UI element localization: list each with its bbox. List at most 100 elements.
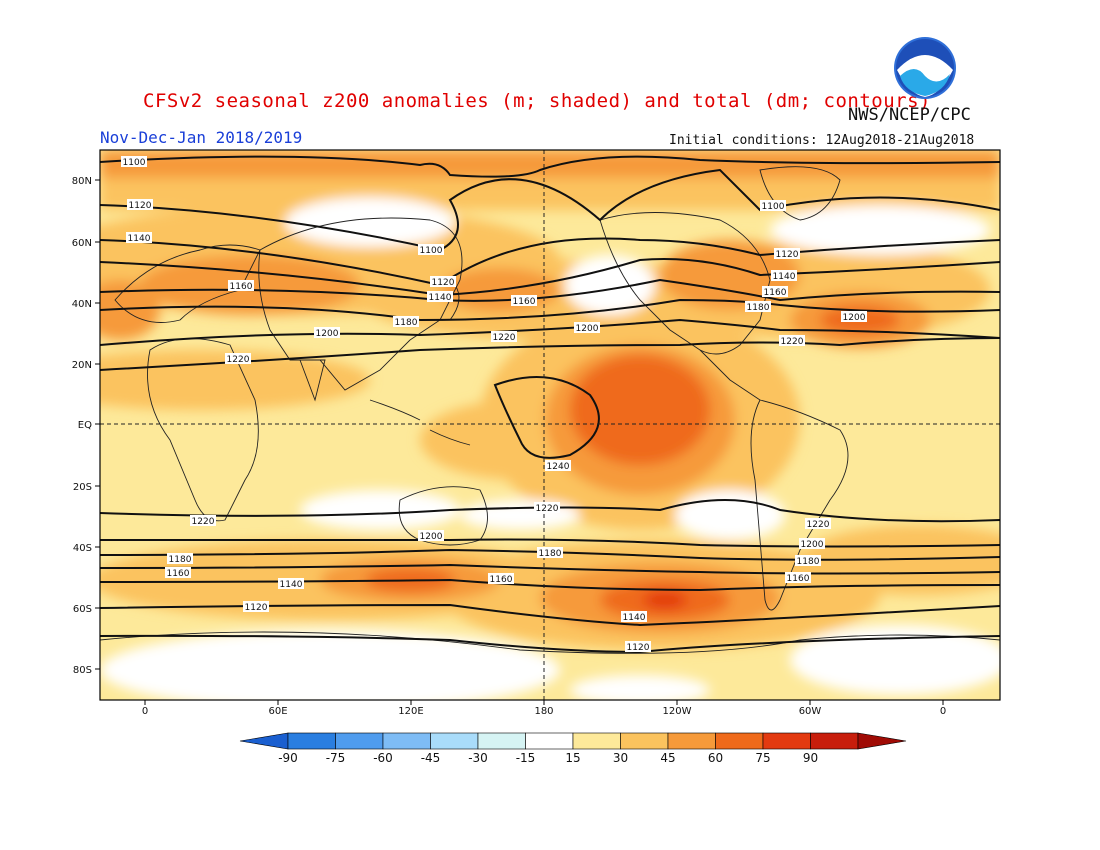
colorbar-label: -15: [516, 751, 536, 765]
contour-label: 1140: [126, 232, 152, 244]
svg-text:1200: 1200: [420, 532, 443, 542]
colorbar-bin: [572, 732, 621, 750]
colorbar-bin: [667, 732, 716, 750]
contour-label: 1200: [574, 322, 600, 334]
svg-text:1140: 1140: [128, 234, 151, 244]
contour-labels: 1100 1120 1140 1160 1200 1220 1100 1120 …: [121, 156, 867, 653]
initial-conditions: Initial conditions: 12Aug2018-21Aug2018: [669, 133, 975, 148]
svg-text:1120: 1120: [245, 603, 268, 613]
svg-text:1160: 1160: [167, 569, 190, 579]
colorbar-label: -90: [278, 751, 298, 765]
lat-label: EQ: [78, 420, 92, 431]
svg-text:1100: 1100: [123, 158, 146, 168]
svg-text:1200: 1200: [801, 540, 824, 550]
lat-label: 40S: [73, 543, 92, 554]
colorbar-label: 75: [755, 751, 770, 765]
svg-text:1120: 1120: [627, 643, 650, 653]
svg-text:1160: 1160: [230, 282, 253, 292]
colorbar-bin: [430, 732, 479, 750]
colorbar-bin: [287, 732, 336, 750]
lon-label: 0: [940, 706, 946, 717]
svg-text:1180: 1180: [539, 549, 562, 559]
svg-text:1200: 1200: [576, 324, 599, 334]
contour-label: 1160: [488, 573, 514, 585]
colorbar-label: 30: [613, 751, 628, 765]
contour-label: 1220: [491, 331, 517, 343]
svg-text:1100: 1100: [762, 202, 785, 212]
svg-text:1140: 1140: [773, 272, 796, 282]
map-title: CFSv2 seasonal z200 anomalies (m; shaded…: [143, 90, 931, 112]
contour-label: 1240: [545, 460, 571, 472]
svg-text:1220: 1220: [493, 333, 516, 343]
contour-label: 1140: [771, 270, 797, 282]
lon-label: 0: [142, 706, 148, 717]
logo-text: NOAA: [909, 58, 941, 69]
svg-text:1160: 1160: [764, 288, 787, 298]
colorbar-bin: [715, 732, 764, 750]
agency-label: NWS/NCEP/CPC: [848, 105, 971, 125]
colorbar-bin: [762, 732, 811, 750]
lat-label: 20N: [72, 360, 92, 371]
noaa-logo: NOAA: [894, 37, 956, 99]
colorbar-bin: [620, 732, 669, 750]
contour-label: 1220: [779, 335, 805, 347]
contour-label: 1200: [841, 311, 867, 323]
svg-text:1220: 1220: [781, 337, 804, 347]
lat-label: 80N: [72, 176, 92, 187]
contour-label: 1140: [278, 578, 304, 590]
svg-text:1120: 1120: [129, 201, 152, 211]
lat-axis: 80N 60N 40N 20N EQ 20S 40S 60S 80S: [72, 176, 100, 676]
contour-label: 1120: [243, 601, 269, 613]
colorbar-label: 45: [660, 751, 675, 765]
svg-text:1220: 1220: [227, 355, 250, 365]
contour-label: 1120: [127, 199, 153, 211]
lat-label: 20S: [73, 482, 92, 493]
svg-text:1200: 1200: [316, 329, 339, 339]
lon-label: 60W: [799, 706, 822, 717]
svg-text:1160: 1160: [490, 575, 513, 585]
lat-label: 60N: [72, 238, 92, 249]
contour-label: 1180: [537, 547, 563, 559]
colorbar-bin: [525, 732, 574, 750]
svg-text:1180: 1180: [395, 318, 418, 328]
svg-text:1200: 1200: [843, 313, 866, 323]
colorbar-label: 60: [708, 751, 723, 765]
svg-text:1160: 1160: [513, 297, 536, 307]
lon-label: 60E: [268, 706, 287, 717]
lat-label: 40N: [72, 299, 92, 310]
svg-text:1220: 1220: [807, 520, 830, 530]
svg-text:1240: 1240: [547, 462, 570, 472]
colorbar-label: -30: [468, 751, 488, 765]
svg-text:1120: 1120: [432, 278, 455, 288]
lon-label: 120E: [398, 706, 423, 717]
svg-text:1220: 1220: [192, 517, 215, 527]
colorbar-bin: [477, 732, 526, 750]
contour-label: 1180: [795, 555, 821, 567]
colorbar-label: -45: [421, 751, 441, 765]
svg-text:1180: 1180: [747, 303, 770, 313]
lat-label: 80S: [73, 665, 92, 676]
svg-text:1220: 1220: [536, 504, 559, 514]
contour-label: 1220: [534, 502, 560, 514]
contour-label: 1200: [799, 538, 825, 550]
contour-label: 1160: [762, 286, 788, 298]
colorbar-right-arrow: [857, 732, 907, 750]
svg-text:1120: 1120: [776, 250, 799, 260]
contour-label: 1200: [314, 327, 340, 339]
contour-label: 1120: [774, 248, 800, 260]
svg-text:1160: 1160: [787, 574, 810, 584]
contour-label: 1160: [511, 295, 537, 307]
lon-axis: 0 60E 120E 180 120W 60W 0: [142, 700, 946, 717]
contour-label: 1160: [228, 280, 254, 292]
coastlines: [100, 166, 1000, 654]
colorbar-label: 90: [803, 751, 818, 765]
colorbar-label: -60: [373, 751, 393, 765]
contour-label: 1200: [418, 530, 444, 542]
svg-text:1140: 1140: [429, 293, 452, 303]
colorbar-label: -75: [326, 751, 346, 765]
contour-label: 1180: [745, 301, 771, 313]
svg-text:1140: 1140: [623, 613, 646, 623]
contour-label: 1140: [621, 611, 647, 623]
contour-label: 1140: [427, 291, 453, 303]
map-frame: [99, 149, 1001, 701]
